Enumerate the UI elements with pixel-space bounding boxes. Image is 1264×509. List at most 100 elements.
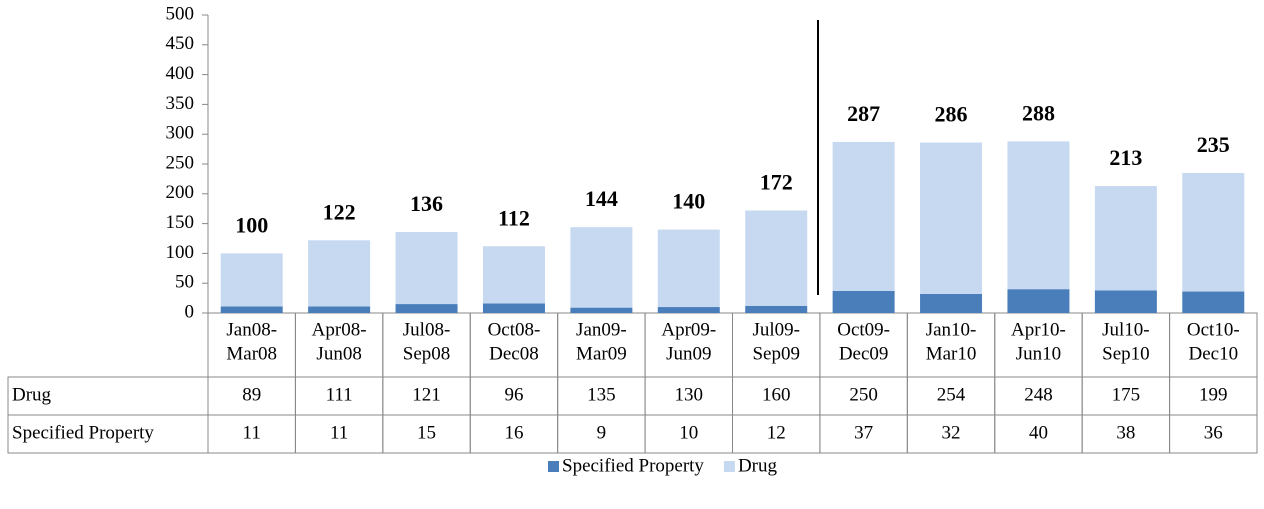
total-label: 172 <box>760 170 793 195</box>
table-value: 32 <box>942 422 961 443</box>
x-tick-label: Jul08- <box>403 319 451 340</box>
y-tick-label: 350 <box>166 93 195 114</box>
table-value: 135 <box>587 384 616 405</box>
table-value: 130 <box>675 384 704 405</box>
table-value: 96 <box>504 384 523 405</box>
x-tick-label: Mar09 <box>576 343 627 364</box>
x-tick-label: Oct09- <box>837 319 890 340</box>
bar-segment <box>482 303 545 313</box>
y-tick-label: 400 <box>166 63 195 84</box>
bar-segment <box>1007 141 1070 290</box>
bar-segment <box>220 306 283 313</box>
bar-segment <box>832 141 895 291</box>
x-tick-label: Sep08 <box>403 343 451 364</box>
bar-segment <box>657 307 720 313</box>
bar-segment <box>570 307 633 313</box>
table-value: 16 <box>504 422 523 443</box>
table-value: 38 <box>1116 422 1135 443</box>
x-tick-label: Jun08 <box>316 343 361 364</box>
bar-segment <box>482 246 545 304</box>
x-tick-label: Apr09- <box>661 319 716 340</box>
legend-swatch <box>548 461 559 472</box>
total-label: 100 <box>235 212 268 237</box>
x-tick-label: Jun10 <box>1016 343 1061 364</box>
total-label: 286 <box>935 102 968 127</box>
table-value: 9 <box>597 422 607 443</box>
bar-segment <box>745 210 808 306</box>
table-value: 160 <box>762 384 791 405</box>
x-tick-label: Apr10- <box>1011 319 1066 340</box>
bar-segment <box>308 240 371 307</box>
x-tick-label: Mar08 <box>226 343 277 364</box>
bar-segment <box>395 231 458 305</box>
table-value: 199 <box>1199 384 1228 405</box>
legend-swatch <box>723 461 735 472</box>
y-tick-label: 200 <box>166 182 195 203</box>
x-tick-label: Dec08 <box>489 343 539 364</box>
y-tick-label: 100 <box>166 242 195 263</box>
row-header: Specified Property <box>12 422 154 443</box>
table-value: 37 <box>854 422 873 443</box>
table-value: 111 <box>326 384 353 405</box>
total-label: 140 <box>672 189 705 214</box>
legend-label: Specified Property <box>562 455 704 476</box>
bar-segment <box>570 227 633 308</box>
y-tick-label: 300 <box>166 123 195 144</box>
x-tick-label: Oct10- <box>1187 319 1240 340</box>
x-tick-label: Jan09- <box>576 319 627 340</box>
x-tick-label: Jul10- <box>1102 319 1150 340</box>
table-value: 10 <box>679 422 698 443</box>
bar-segment <box>308 306 371 313</box>
bar-segment <box>1182 172 1245 292</box>
table-value: 89 <box>242 384 261 405</box>
y-tick-label: 150 <box>166 212 195 233</box>
table-value: 11 <box>243 422 261 443</box>
total-label: 122 <box>323 199 356 224</box>
table-value: 36 <box>1204 422 1223 443</box>
total-label: 112 <box>498 205 530 230</box>
x-tick-label: Apr08- <box>312 319 367 340</box>
table-value: 11 <box>330 422 348 443</box>
table-value: 12 <box>767 422 786 443</box>
total-label: 288 <box>1022 100 1055 125</box>
bar-segment <box>1094 186 1157 291</box>
y-tick-label: 50 <box>175 272 194 293</box>
legend-label: Drug <box>738 455 778 476</box>
total-label: 287 <box>847 101 880 126</box>
bar-segment <box>920 293 983 313</box>
row-header: Drug <box>12 384 52 405</box>
table-value: 250 <box>849 384 878 405</box>
y-tick-label: 500 <box>166 3 195 24</box>
bar-segment <box>395 304 458 313</box>
table-value: 121 <box>412 384 441 405</box>
bar-segment <box>920 142 983 294</box>
x-tick-label: Sep10 <box>1102 343 1150 364</box>
y-tick-label: 250 <box>166 152 195 173</box>
x-tick-label: Jan08- <box>226 319 277 340</box>
x-tick-label: Sep09 <box>752 343 800 364</box>
bar-segment <box>1007 289 1070 313</box>
x-tick-label: Dec10 <box>1188 343 1238 364</box>
y-tick-label: 450 <box>166 33 195 54</box>
x-tick-label: Jun09 <box>666 343 711 364</box>
bar-segment <box>1182 291 1245 313</box>
bar-segment <box>220 253 283 307</box>
y-tick-label: 0 <box>185 301 195 322</box>
bar-segment <box>657 229 720 308</box>
x-tick-label: Jul09- <box>752 319 800 340</box>
table-value: 254 <box>937 384 966 405</box>
bar-segment <box>1094 290 1157 313</box>
table-value: 15 <box>417 422 436 443</box>
bar-segment <box>745 305 808 313</box>
total-label: 136 <box>410 191 443 216</box>
table-value: 175 <box>1112 384 1141 405</box>
x-tick-label: Dec09 <box>839 343 889 364</box>
x-tick-label: Oct08- <box>488 319 541 340</box>
x-tick-label: Mar10 <box>926 343 977 364</box>
x-tick-label: Jan10- <box>926 319 977 340</box>
table-value: 40 <box>1029 422 1048 443</box>
table-value: 248 <box>1024 384 1053 405</box>
bar-segment <box>832 290 895 313</box>
